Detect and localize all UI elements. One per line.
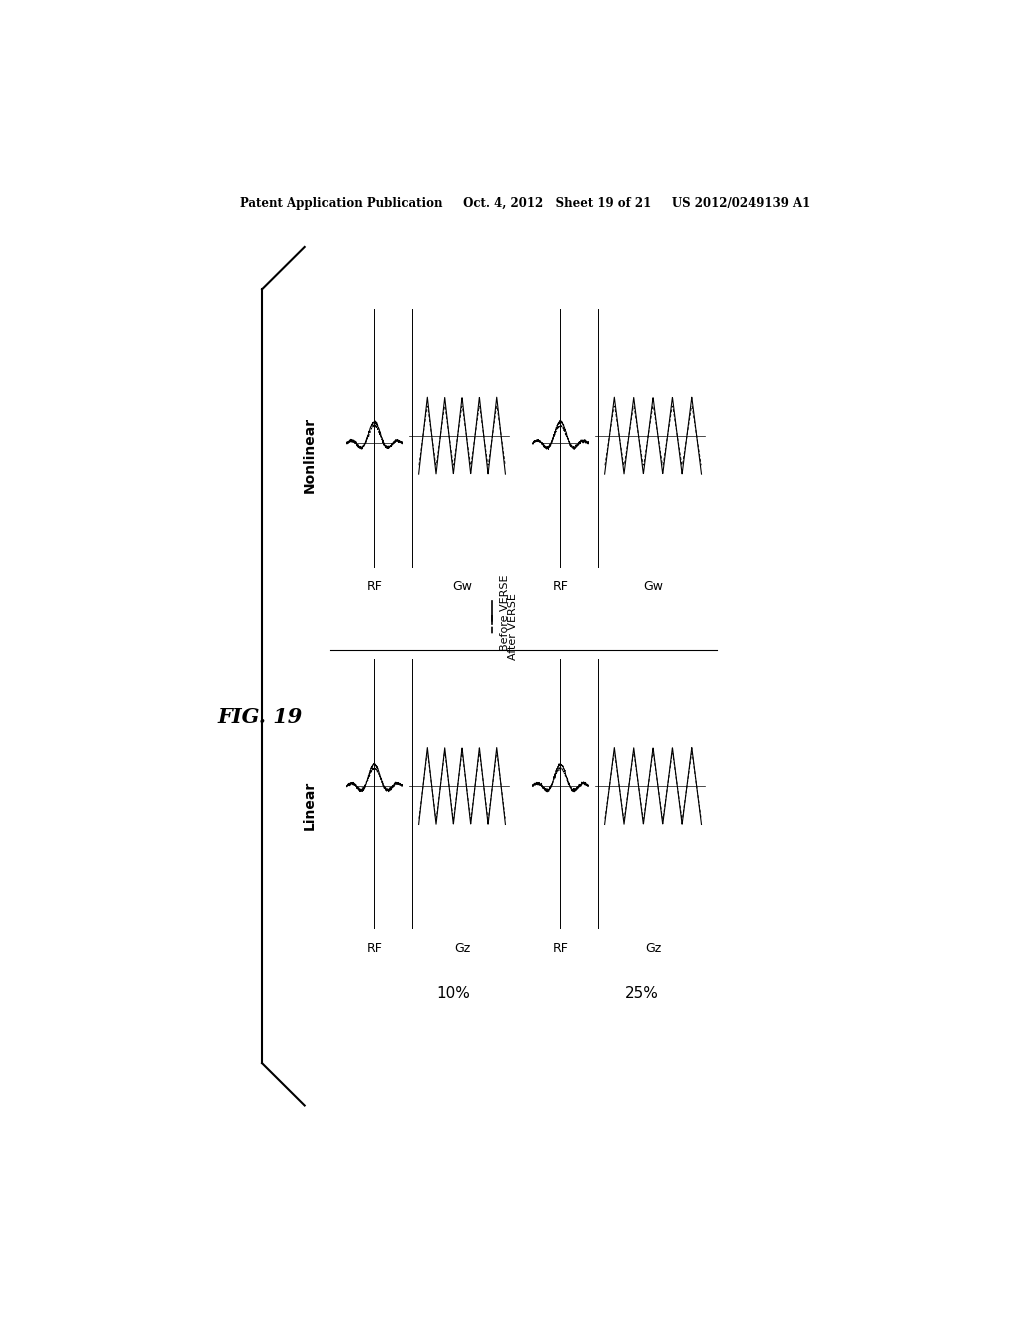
Text: Before VERSE: Before VERSE — [500, 574, 510, 651]
Text: RF: RF — [553, 581, 568, 594]
Text: FIG. 19: FIG. 19 — [217, 706, 302, 726]
Text: Patent Application Publication     Oct. 4, 2012   Sheet 19 of 21     US 2012/024: Patent Application Publication Oct. 4, 2… — [240, 197, 810, 210]
Text: Gz: Gz — [645, 942, 662, 956]
Text: Gw: Gw — [643, 581, 664, 594]
Text: Linear: Linear — [303, 780, 317, 830]
Text: RF: RF — [367, 942, 382, 956]
Text: 10%: 10% — [436, 986, 470, 1001]
Text: 25%: 25% — [625, 986, 658, 1001]
Text: RF: RF — [367, 581, 382, 594]
Text: Nonlinear: Nonlinear — [303, 417, 317, 492]
Text: RF: RF — [553, 942, 568, 956]
Text: Gw: Gw — [452, 581, 472, 594]
Text: After VERSE: After VERSE — [508, 593, 518, 660]
Text: Gz: Gz — [454, 942, 470, 956]
